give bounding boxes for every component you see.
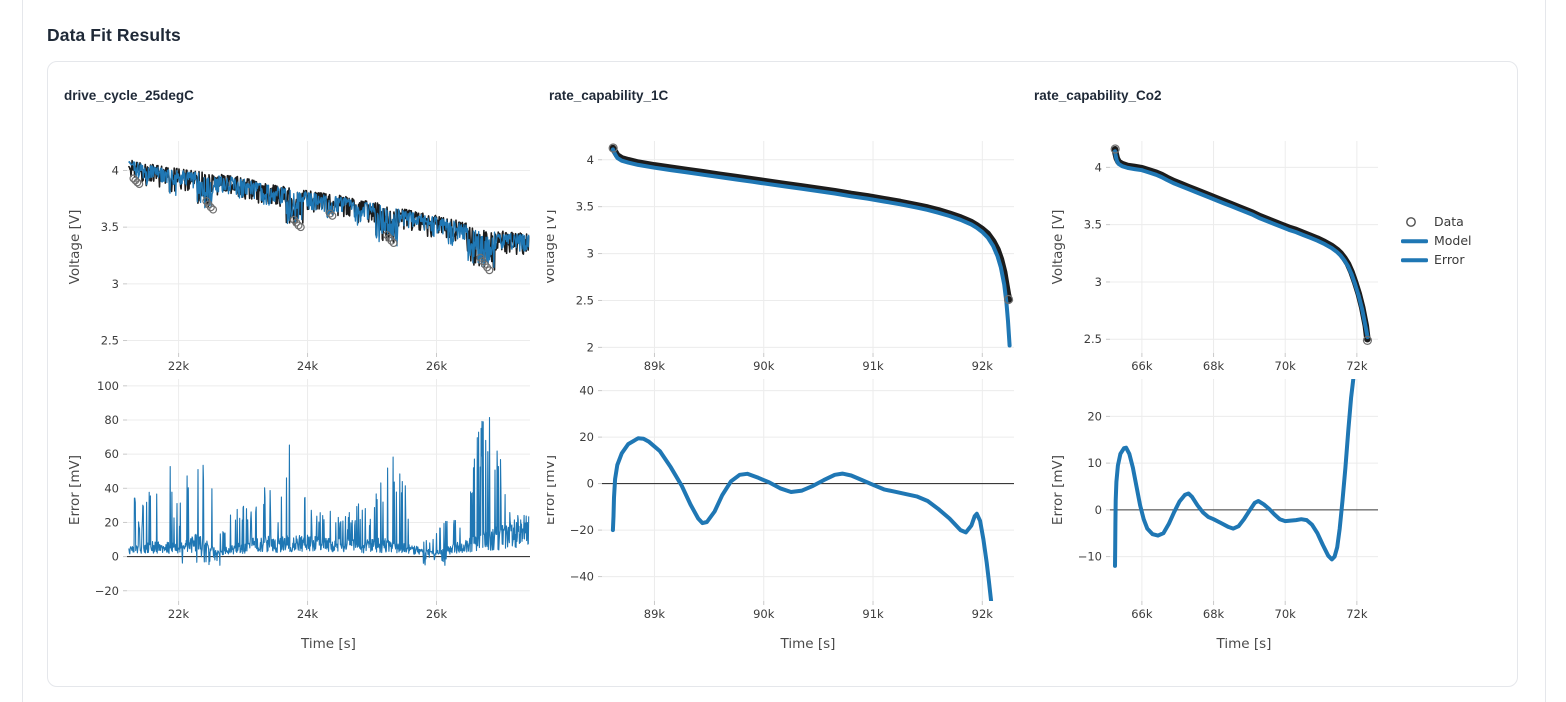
- page-title: Data Fit Results: [47, 25, 181, 45]
- svg-text:Time [s]: Time [s]: [300, 636, 356, 652]
- svg-text:70k: 70k: [1275, 607, 1297, 621]
- svg-text:Error [mV]: Error [mV]: [1050, 455, 1066, 525]
- svg-text:60: 60: [104, 447, 119, 461]
- chart-legend: Data Model Error: [1400, 212, 1472, 269]
- svg-text:0: 0: [587, 477, 594, 491]
- chart-rate-1C-error[interactable]: 89k 90k 91k 92k −40 −20 0 20 40 Error [mV] Time [s…: [547, 373, 1027, 661]
- legend-item-model: Model: [1400, 231, 1472, 250]
- svg-text:22k: 22k: [168, 359, 190, 373]
- chart-rate-1C-voltage[interactable]: 89k 90k 91k 92k 2 2.5 3 3.5 4 Voltage [V]: [547, 131, 1027, 373]
- chart-title-rate-capability-1C: rate_capability_1C: [549, 88, 669, 103]
- legend-item-error: Error: [1400, 250, 1472, 269]
- svg-text:72k: 72k: [1346, 359, 1368, 373]
- svg-text:Voltage [V]: Voltage [V]: [1050, 210, 1066, 285]
- svg-text:80: 80: [104, 413, 119, 427]
- svg-text:26k: 26k: [426, 607, 448, 621]
- svg-text:22k: 22k: [168, 607, 190, 621]
- svg-text:40: 40: [104, 481, 119, 495]
- svg-text:90k: 90k: [753, 359, 775, 373]
- svg-text:3: 3: [112, 277, 119, 291]
- chart-title-rate-capability-Co2: rate_capability_Co2: [1034, 88, 1162, 103]
- svg-text:26k: 26k: [426, 359, 448, 373]
- chart-drive-cycle-error[interactable]: 22k 24k 26k −20 0 20 40 60 80 100 Error [mV] Time […: [62, 373, 542, 661]
- chart-rate-Co2-error[interactable]: 66k 68k 70k 72k −10 0 10 20 Error [mV] Time [s]: [1032, 373, 1512, 661]
- svg-text:68k: 68k: [1203, 607, 1225, 621]
- svg-text:2.5: 2.5: [576, 293, 594, 307]
- svg-text:20: 20: [104, 515, 119, 529]
- model-line-icon: [1400, 235, 1434, 247]
- svg-text:24k: 24k: [297, 607, 319, 621]
- svg-text:66k: 66k: [1131, 359, 1153, 373]
- chart-rate-Co2-voltage[interactable]: 66k 68k 70k 72k 2.5 3 3.5 4 Voltage [V]: [1032, 131, 1512, 373]
- svg-text:4: 4: [1095, 160, 1102, 174]
- svg-text:90k: 90k: [753, 607, 775, 621]
- legend-label-error: Error: [1434, 252, 1465, 267]
- svg-text:0: 0: [112, 550, 119, 564]
- error-line-icon: [1400, 254, 1434, 266]
- legend-label-model: Model: [1434, 233, 1472, 248]
- svg-text:20: 20: [1087, 409, 1102, 423]
- svg-text:3: 3: [1095, 275, 1102, 289]
- svg-text:10: 10: [1087, 456, 1102, 470]
- svg-text:92k: 92k: [972, 607, 994, 621]
- svg-text:3.5: 3.5: [576, 200, 594, 214]
- svg-text:68k: 68k: [1203, 359, 1225, 373]
- svg-text:0: 0: [1095, 503, 1102, 517]
- svg-text:92k: 92k: [972, 359, 994, 373]
- svg-text:24k: 24k: [297, 359, 319, 373]
- chart-title-drive-cycle-25degC: drive_cycle_25degC: [64, 88, 194, 103]
- svg-text:40: 40: [579, 384, 594, 398]
- svg-text:2.5: 2.5: [101, 334, 119, 348]
- svg-text:72k: 72k: [1346, 607, 1368, 621]
- legend-label-data: Data: [1434, 214, 1464, 229]
- svg-text:91k: 91k: [862, 359, 884, 373]
- svg-text:Time [s]: Time [s]: [780, 636, 836, 652]
- svg-text:4: 4: [587, 153, 594, 167]
- data-fit-results-card: drive_cycle_25degC rate_capability_1C ra…: [47, 61, 1518, 687]
- svg-text:70k: 70k: [1275, 359, 1297, 373]
- svg-text:Voltage [V]: Voltage [V]: [547, 210, 558, 285]
- svg-text:Error [mV]: Error [mV]: [547, 455, 558, 525]
- svg-text:2: 2: [587, 340, 594, 354]
- svg-text:3.5: 3.5: [101, 220, 119, 234]
- svg-text:66k: 66k: [1131, 607, 1153, 621]
- svg-text:−40: −40: [570, 570, 594, 584]
- svg-text:Error [mV]: Error [mV]: [67, 455, 83, 525]
- svg-text:4: 4: [112, 163, 119, 177]
- svg-text:89k: 89k: [644, 607, 666, 621]
- legend-item-data: Data: [1400, 212, 1472, 231]
- svg-text:−10: −10: [1078, 550, 1102, 564]
- svg-text:Time [s]: Time [s]: [1216, 636, 1272, 652]
- svg-text:−20: −20: [570, 523, 594, 537]
- svg-text:3.5: 3.5: [1084, 218, 1102, 232]
- svg-text:20: 20: [579, 430, 594, 444]
- open-circle-icon: [1400, 216, 1434, 228]
- content-frame: Data Fit Results drive_cycle_25degC rate…: [22, 0, 1546, 702]
- svg-text:Voltage [V]: Voltage [V]: [67, 210, 83, 285]
- svg-text:2.5: 2.5: [1084, 332, 1102, 346]
- svg-text:91k: 91k: [862, 607, 884, 621]
- svg-text:−20: −20: [95, 584, 119, 598]
- chart-drive-cycle-voltage[interactable]: 22k 24k 26k 2.5 3 3.5 4 Voltage [V]: [62, 131, 542, 373]
- svg-text:100: 100: [97, 379, 119, 393]
- svg-text:3: 3: [587, 247, 594, 261]
- svg-text:89k: 89k: [644, 359, 666, 373]
